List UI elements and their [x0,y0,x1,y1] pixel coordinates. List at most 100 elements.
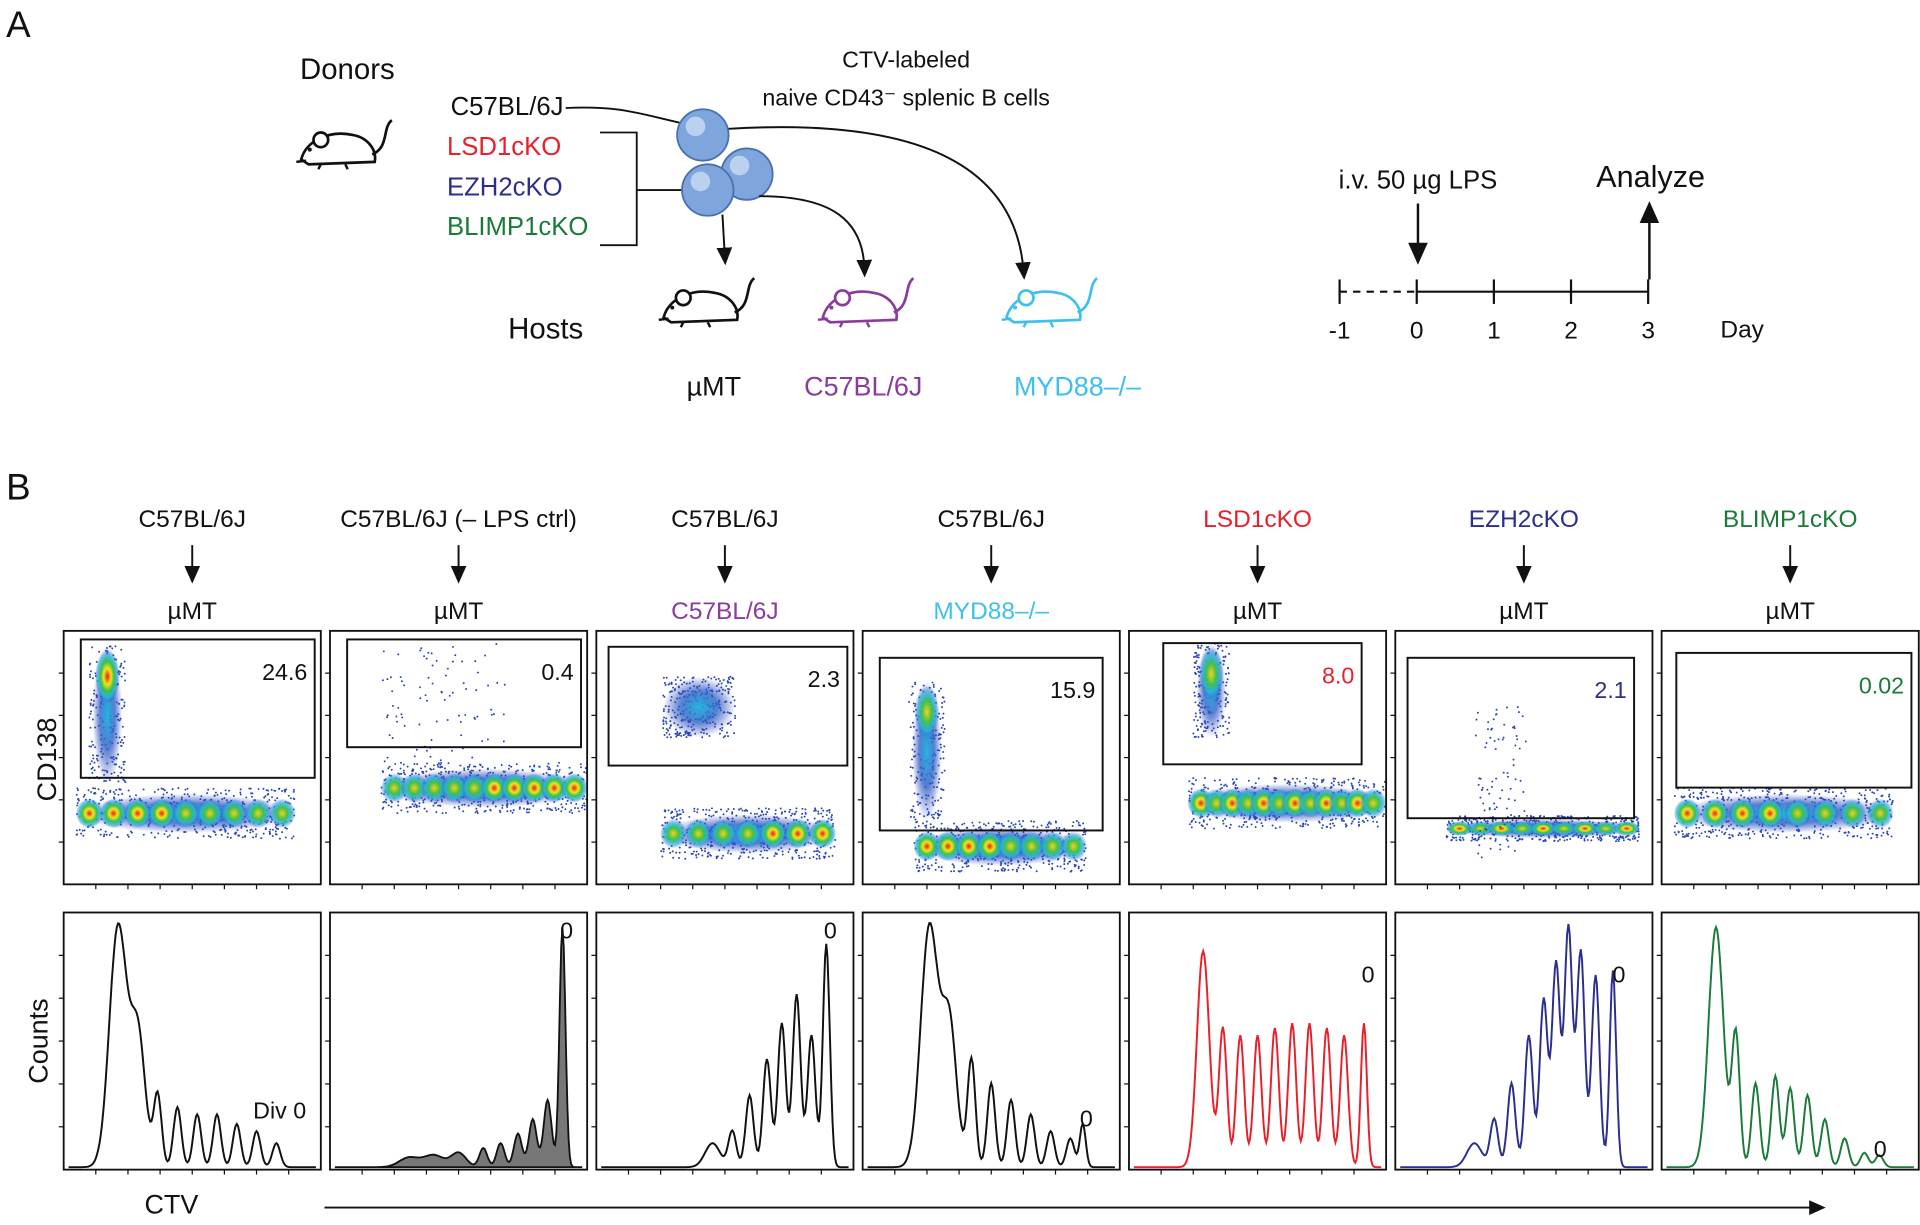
population [1592,821,1620,836]
event-dot [476,810,478,813]
event-dot [88,745,91,748]
event-dot [668,847,671,850]
event-dot [729,681,732,684]
event-dot [963,822,966,825]
event-dot [980,865,983,868]
event-dot [1580,837,1583,840]
event-dot [406,765,409,768]
event-dot [1685,833,1688,836]
event-dot [669,736,672,739]
event-dot [1072,821,1075,824]
event-dot [1489,847,1492,850]
event-dot [426,762,429,765]
event-dot [276,797,279,800]
event-dot [1728,833,1731,836]
event-dot [675,810,678,813]
event-dot [1350,782,1353,785]
event-dot [1689,793,1692,796]
event-dot [511,811,514,814]
event-dot [120,662,123,665]
event-dot [475,807,478,810]
event-dot [729,723,732,726]
event-dot [490,713,493,716]
event-dot [1506,771,1509,774]
event-dot [1766,790,1769,793]
event-dot [1501,789,1504,792]
event-dot [937,809,940,812]
histogram [1400,923,1648,1169]
event-dot [1478,844,1481,847]
event-dot [1681,833,1684,836]
day-label: Day [1720,316,1764,343]
event-dot [779,807,782,810]
event-dot [1847,831,1850,834]
event-dot [800,816,803,819]
event-dot [1197,728,1199,731]
event-dot [830,816,833,819]
event-dot [1681,835,1684,838]
event-dot [1484,827,1487,830]
event-dot [1376,825,1379,828]
event-dot [1474,734,1477,737]
event-dot [741,809,744,812]
event-dot [1747,833,1750,836]
event-dot [1767,791,1770,794]
event-dot [955,827,958,830]
event-dot [165,791,168,794]
event-dot [284,836,287,839]
event-dot [153,791,156,794]
event-dot [815,850,818,853]
event-dot [795,810,798,813]
host-label: MYD88–/– [1014,372,1141,402]
analyze-label: Analyze [1596,160,1705,194]
event-dot [90,767,93,770]
event-dot [237,834,240,837]
event-dot [1827,791,1830,794]
event-dot [791,856,794,859]
event-dot [1868,827,1871,830]
event-dot [1207,787,1210,790]
event-dot [1218,779,1221,782]
host-label: C57BL/6J [671,598,778,625]
event-dot [697,853,700,856]
event-dot [1491,780,1494,783]
event-dot [813,809,816,812]
event-dot [911,692,914,695]
event-dot [1699,792,1702,795]
event-dot [581,804,584,807]
population [1728,798,1756,829]
event-dot [387,804,390,807]
event-dot [89,726,92,729]
event-dot [252,830,254,833]
event-dot [546,765,549,768]
event-dot [781,853,784,856]
event-dot [387,767,390,770]
event-dot [730,685,733,688]
event-dot [153,836,156,839]
event-dot [239,788,242,791]
event-dot [462,810,465,813]
event-dot [951,863,954,866]
event-dot [1036,826,1039,829]
event-dot [448,694,451,697]
event-dot [803,815,806,818]
division-label: 0 [560,918,573,944]
event-dot [1553,839,1556,842]
plot-frame [1128,911,1388,1171]
event-dot [817,810,820,813]
event-dot [290,837,293,840]
event-dot [571,812,574,814]
event-dot [1828,788,1831,791]
population [1866,798,1894,829]
event-dot [1824,789,1827,792]
event-dot [1049,822,1052,825]
event-dot [523,807,526,810]
event-dot [702,808,705,811]
event-dot [1486,788,1489,791]
event-dot [1375,820,1378,823]
event-dot [415,748,418,751]
event-dot [798,857,801,859]
event-dot [1840,792,1843,795]
event-dot [937,865,940,868]
